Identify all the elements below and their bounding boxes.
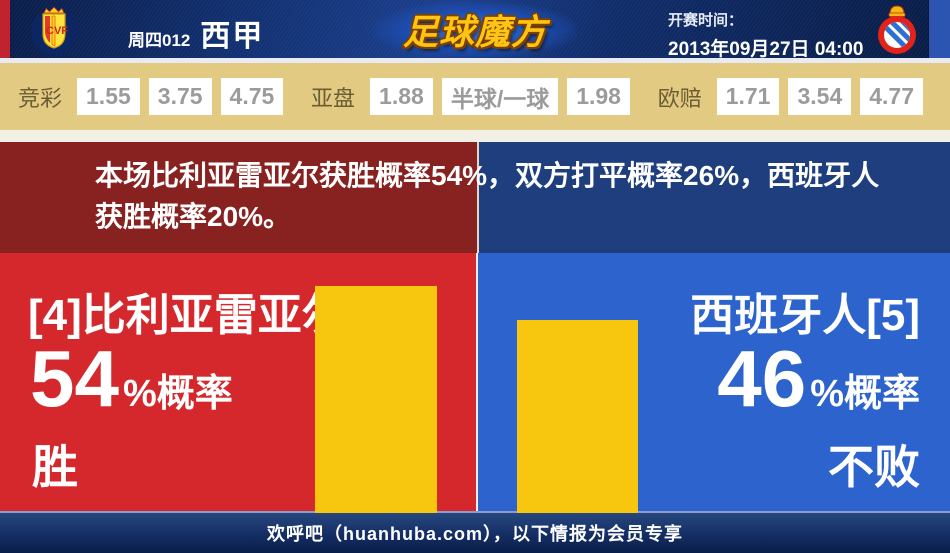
away-probability-number: 46 xyxy=(717,334,807,423)
prediction-summary-band: 本场比利亚雷亚尔获胜概率54%，双方打平概率26%，西班牙人获胜概率20%。 xyxy=(0,142,950,253)
panel-divider xyxy=(476,253,478,513)
match-info: 周四012 西甲 xyxy=(128,11,264,55)
odds-group-jingcai: 竞彩 1.55 3.75 4.75 xyxy=(18,78,284,115)
site-logo: 足球魔方 xyxy=(372,1,578,57)
site-logo-text: 足球魔方 xyxy=(402,12,547,52)
villarreal-crest-icon: CVF xyxy=(30,4,78,61)
home-probability: 54 %概率 xyxy=(30,339,233,419)
header-separator xyxy=(0,58,950,63)
prediction-summary-text: 本场比利亚雷亚尔获胜概率54%，双方打平概率26%，西班牙人获胜概率20%。 xyxy=(95,160,880,232)
home-team-name: [4]比利亚雷亚尔 xyxy=(28,291,346,340)
away-probability: 46 %概率 xyxy=(717,339,920,419)
odds-value-box: 3.75 xyxy=(148,78,212,115)
footer-bar: 欢呼吧（huanhuba.com），以下情报为会员专享 xyxy=(0,511,950,553)
odds-handicap-box: 半球/一球 xyxy=(441,78,559,115)
odds-value-box: 1.55 xyxy=(77,78,140,115)
odds-label-yapan: 亚盘 xyxy=(311,85,356,111)
kickoff-time-block: 开赛时间： 2013年09月27日 04:00 xyxy=(668,9,863,61)
odds-label-oupei: 欧赔 xyxy=(657,85,702,111)
probability-panels: [4]比利亚雷亚尔 54 %概率 胜 西班牙人[5] 46 %概率 不败 xyxy=(0,253,950,513)
kickoff-label: 开赛时间： xyxy=(668,12,744,29)
summary-divider xyxy=(477,142,479,253)
right-accent-strip xyxy=(928,0,950,58)
summary-left-background xyxy=(0,142,477,253)
match-code: 周四012 xyxy=(128,31,191,50)
left-accent-strip xyxy=(0,0,10,58)
kickoff-datetime: 2013年09月27日 04:00 xyxy=(668,39,864,60)
home-probability-suffix: %概率 xyxy=(122,373,233,415)
odds-value-box: 1.71 xyxy=(716,78,780,115)
odds-value-box: 4.77 xyxy=(860,78,923,115)
header-bar: CVF 周四012 西甲 足球魔方 开赛时间： 2013年09月27日 04:0… xyxy=(0,0,950,61)
home-probability-number: 54 xyxy=(30,334,119,423)
home-outcome-label: 胜 xyxy=(32,441,78,493)
odds-value-box: 3.54 xyxy=(788,78,852,115)
away-probability-bar xyxy=(517,320,638,513)
svg-text:CVF: CVF xyxy=(46,25,68,37)
odds-label-jingcai: 竞彩 xyxy=(18,85,63,111)
footer-site-text: 欢呼吧（huanhuba.com），以下情报为会员专享 xyxy=(266,524,683,544)
away-probability-suffix: %概率 xyxy=(810,373,920,415)
home-probability-bar xyxy=(315,286,437,513)
odds-value-box: 4.75 xyxy=(220,78,284,115)
odds-group-oupei: 欧赔 1.71 3.54 4.77 xyxy=(658,78,923,115)
odds-value-box: 1.88 xyxy=(370,78,433,115)
summary-right-background xyxy=(479,142,950,253)
odds-group-yapan: 亚盘 1.88 半球/一球 1.98 xyxy=(311,78,630,115)
odds-value-box: 1.98 xyxy=(567,78,630,115)
away-outcome-label: 不败 xyxy=(828,441,920,493)
odds-bar: 竞彩 1.55 3.75 4.75 亚盘 1.88 半球/一球 1.98 欧赔 … xyxy=(0,63,950,130)
league-name: 西甲 xyxy=(200,20,265,53)
espanyol-crest-icon xyxy=(872,3,922,62)
away-team-name: 西班牙人[5] xyxy=(690,291,920,340)
